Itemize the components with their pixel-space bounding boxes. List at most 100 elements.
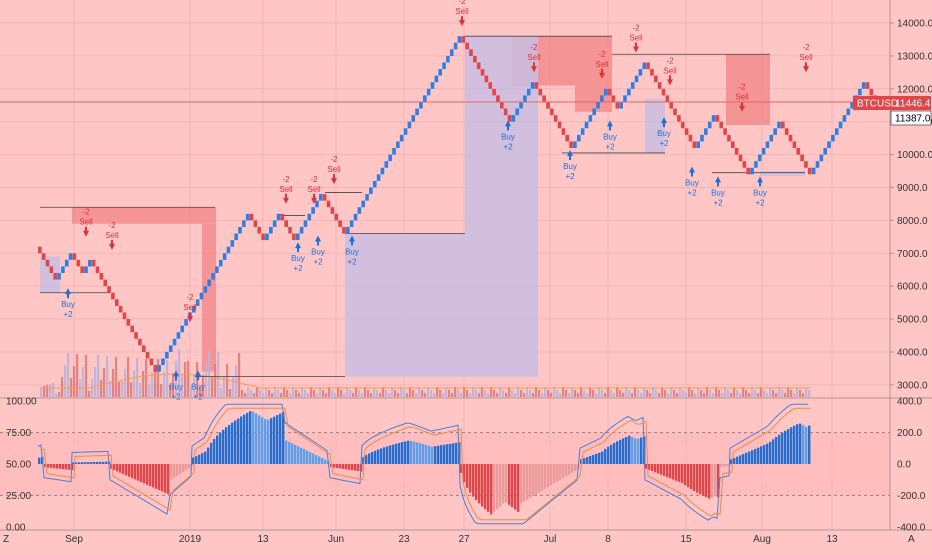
volume-bar bbox=[454, 387, 457, 397]
renko-brick-up bbox=[207, 279, 211, 287]
volume-bar bbox=[160, 384, 163, 397]
histogram-bar bbox=[207, 447, 210, 464]
volume-bar bbox=[184, 362, 187, 397]
renko-brick-down bbox=[145, 351, 150, 359]
volume-bar bbox=[487, 393, 490, 397]
renko-brick-up bbox=[530, 82, 535, 89]
volume-bar bbox=[202, 375, 205, 397]
renko-brick-down bbox=[654, 75, 658, 83]
histogram-bar bbox=[517, 464, 520, 512]
renko-brick-up bbox=[411, 115, 416, 122]
histogram-bar bbox=[336, 464, 339, 468]
volume-bar bbox=[109, 381, 112, 397]
volume-bar bbox=[631, 393, 634, 397]
y-tick-label: 10000.0 bbox=[897, 150, 932, 161]
histogram-bar bbox=[645, 464, 648, 469]
osc-right-tick-label: 400.0 bbox=[897, 397, 922, 408]
renko-brick-up bbox=[157, 365, 161, 372]
osc-right-tick-label: 200.0 bbox=[897, 428, 922, 439]
histogram-bar bbox=[318, 456, 321, 464]
histogram-bar bbox=[264, 419, 267, 464]
volume-bar bbox=[112, 369, 115, 397]
buy-signal-label: Buy bbox=[753, 188, 767, 197]
sell-signal-value: -2 bbox=[530, 43, 538, 52]
timezone-corner-label[interactable]: Z bbox=[3, 534, 9, 545]
marker-price-label: 11387.0 bbox=[895, 114, 931, 125]
sell-signal-label: Sell bbox=[105, 231, 119, 240]
renko-brick-up bbox=[642, 62, 647, 70]
histogram-bar bbox=[149, 464, 152, 487]
volume-bar bbox=[76, 354, 79, 397]
volume-bar bbox=[556, 390, 559, 397]
volume-bar bbox=[805, 387, 808, 397]
histogram-bar bbox=[696, 464, 699, 493]
volume-bar bbox=[793, 393, 796, 397]
renko-brick-up bbox=[861, 82, 866, 89]
histogram-bar bbox=[784, 430, 787, 464]
histogram-bar bbox=[745, 452, 748, 464]
renko-brick-up bbox=[773, 128, 777, 135]
renko-brick-down bbox=[665, 95, 670, 102]
volume-bar bbox=[313, 390, 316, 397]
renko-brick-down bbox=[553, 115, 558, 122]
renko-brick-up bbox=[761, 148, 766, 155]
histogram-bar bbox=[102, 461, 105, 464]
auto-scale-button[interactable]: A bbox=[908, 534, 915, 545]
renko-brick-up bbox=[376, 174, 381, 181]
volume-bar bbox=[442, 393, 445, 397]
volume-bar bbox=[142, 371, 145, 397]
renko-brick-down bbox=[53, 273, 57, 280]
sell-arrow-icon bbox=[83, 226, 89, 237]
renko-brick-up bbox=[596, 101, 600, 109]
volume-bar bbox=[340, 390, 343, 397]
volume-bar bbox=[769, 387, 772, 397]
volume-bar bbox=[673, 390, 676, 397]
histogram-bar bbox=[622, 438, 625, 464]
volume-bar bbox=[514, 393, 517, 397]
signal-zone bbox=[760, 171, 805, 176]
renko-brick-down bbox=[538, 88, 543, 96]
volume-bar bbox=[334, 393, 337, 397]
renko-brick-up bbox=[372, 180, 377, 188]
histogram-bar bbox=[431, 446, 434, 464]
volume-bar bbox=[169, 385, 172, 397]
marker-price-tag: 11387.0 bbox=[890, 110, 932, 126]
volume-bar bbox=[193, 374, 196, 397]
renko-brick-up bbox=[369, 187, 373, 195]
renko-brick-down bbox=[715, 115, 720, 122]
volume-bar bbox=[364, 387, 367, 397]
renko-brick-up bbox=[276, 213, 281, 221]
renko-brick-up bbox=[519, 101, 523, 109]
volume-bar bbox=[82, 367, 85, 397]
sell-arrow-icon bbox=[803, 62, 809, 73]
histogram-bar bbox=[182, 464, 185, 472]
time-axis[interactable]: Sep 2019 13 Jun 23 27 Jul 8 15 Aug 13 bbox=[65, 534, 838, 545]
renko-brick-up bbox=[449, 49, 454, 56]
histogram-bar bbox=[648, 464, 651, 470]
histogram-bar bbox=[113, 464, 116, 471]
sell-signal-label: Sell bbox=[629, 33, 643, 42]
volume-bar bbox=[262, 393, 265, 397]
y-tick-label: 9000.0 bbox=[897, 183, 928, 194]
volume-bar bbox=[640, 393, 643, 397]
histogram-bar bbox=[675, 464, 678, 481]
volume-bar bbox=[697, 387, 700, 397]
volume-bar bbox=[436, 387, 439, 397]
volume-bar bbox=[307, 393, 310, 397]
renko-brick-down bbox=[503, 108, 508, 116]
volume-bar bbox=[322, 390, 325, 397]
histogram-bar bbox=[416, 442, 419, 464]
renko-brick-down bbox=[141, 345, 146, 352]
histogram-bar bbox=[763, 445, 766, 464]
histogram-bar bbox=[419, 443, 422, 464]
histogram-bar bbox=[607, 446, 610, 464]
histogram-bar bbox=[330, 464, 333, 468]
osc-right-tick-label: 0.0 bbox=[897, 460, 911, 471]
x-tick-label: Jun bbox=[328, 534, 344, 545]
renko-brick-down bbox=[731, 141, 735, 149]
volume-bar bbox=[781, 390, 784, 397]
histogram-bar bbox=[702, 464, 705, 496]
signal-zone bbox=[726, 54, 770, 125]
